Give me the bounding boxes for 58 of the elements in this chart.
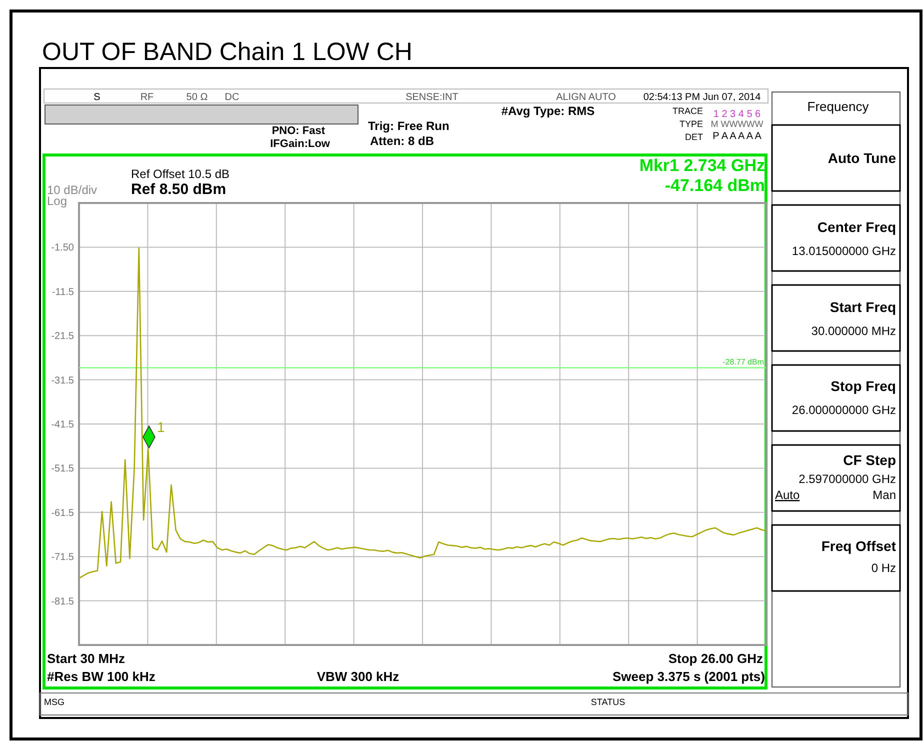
text: Frequency: [807, 99, 870, 114]
y-tick-label: -31.5: [51, 375, 74, 386]
text: TRACE: [672, 106, 703, 116]
y-tick-label: -51.5: [51, 464, 74, 475]
y-tick-label: -71.5: [51, 552, 74, 564]
text: 02:54:13 PM Jun 07, 2014: [643, 92, 762, 103]
text: SENSE:INT: [406, 92, 458, 103]
text: 2.597000000 GHz: [798, 472, 896, 486]
text: ALIGN AUTO: [556, 92, 616, 103]
text: RF: [140, 92, 154, 103]
y-tick-label: -61.5: [51, 508, 74, 519]
text: S: [94, 92, 101, 103]
text: Mkr1 2.734 GHz: [639, 156, 765, 175]
y-tick-label: -1.50: [51, 242, 74, 254]
text: Stop Freq: [830, 378, 896, 394]
text: 50 Ω: [186, 92, 208, 103]
y-axis-title: 10 dB/div: [47, 183, 98, 197]
text: MSG: [44, 697, 65, 707]
text: PNO: Fast: [272, 125, 326, 137]
text: M WWWWW: [710, 119, 764, 129]
text: Ref 8.50 dBm: [131, 181, 226, 198]
text: Auto: [775, 488, 800, 502]
text: TYPE: [679, 119, 703, 129]
text: Atten: 8 dB: [370, 134, 434, 148]
text: 26.000000000 GHz: [792, 403, 896, 417]
text: Start Freq: [830, 299, 896, 315]
text: Freq Offset: [821, 538, 896, 554]
text: #Res BW 100 kHz: [47, 669, 156, 684]
text: 1 2 3 4 5 6: [713, 109, 762, 120]
text: Trig: Free Run: [368, 119, 450, 133]
text: Stop 26.00 GHz: [668, 651, 764, 666]
text: P A A A A A: [712, 131, 762, 142]
chart-title: OUT OF BAND Chain 1 LOW CH: [42, 38, 412, 66]
text: VBW 300 kHz: [316, 669, 400, 684]
text: -47.164 dBm: [664, 176, 765, 195]
annotation: 1: [157, 419, 165, 435]
text: Start 30 MHz: [47, 651, 126, 666]
text: 30.000000 MHz: [811, 324, 896, 338]
text: IFGain:Low: [270, 138, 330, 150]
line-series: [78, 247, 767, 579]
text: Center Freq: [817, 219, 896, 235]
text: Log: [47, 194, 68, 208]
text: Ref Offset 10.5 dB: [131, 167, 230, 181]
y-tick-label: -41.5: [51, 420, 74, 430]
text: 0 Hz: [871, 561, 896, 575]
y-tick-label: -81.5: [51, 596, 74, 608]
text: #Avg Type: RMS: [501, 104, 595, 118]
text: 13.015000000 GHz: [792, 244, 896, 258]
text: DC: [224, 92, 240, 103]
text: Sweep 3.375 s (2001 pts): [612, 669, 765, 684]
text: CF Step: [843, 452, 896, 468]
text: Man: [872, 488, 896, 502]
text: DET: [685, 132, 704, 142]
y-tick-label: -21.5: [51, 331, 74, 342]
ref-line-label: -28.77 dBm: [722, 358, 764, 367]
y-tick-label: -11.5: [52, 286, 74, 298]
text: STATUS: [590, 697, 626, 707]
text: Auto Tune: [828, 150, 896, 166]
